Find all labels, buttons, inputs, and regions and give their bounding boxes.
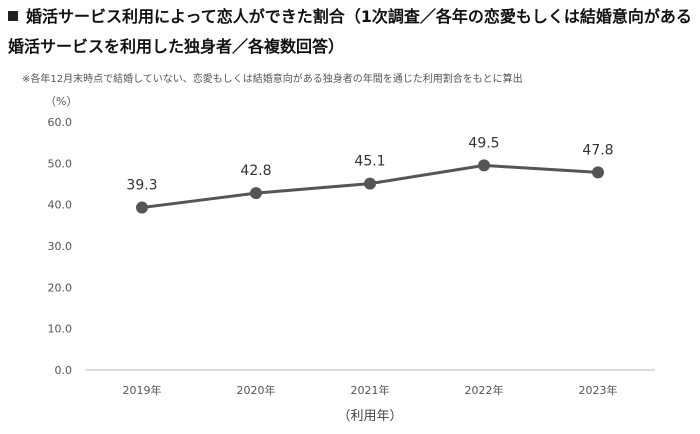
y-tick-label: 20.0 — [48, 281, 73, 294]
data-label: 47.8 — [582, 142, 613, 158]
y-axis-ticks: 0.0 10.0 20.0 30.0 40.0 50.0 60.0 — [48, 116, 73, 377]
y-axis-label: （%） — [45, 95, 77, 108]
chart-title-text: 婚活サービス利用によって恋人ができた割合（1次調査／各年の恋愛もしくは結婚意向が… — [8, 7, 692, 56]
data-point — [136, 201, 148, 214]
data-label: 45.1 — [354, 154, 385, 170]
y-tick-label: 30.0 — [48, 240, 73, 253]
x-tick-label: 2023年 — [579, 383, 618, 397]
data-point — [364, 177, 376, 190]
y-tick-label: 0.0 — [55, 364, 73, 377]
data-label: 49.5 — [468, 135, 499, 151]
x-tick-label: 2020年 — [237, 383, 276, 397]
data-label: 39.3 — [126, 178, 157, 194]
x-axis-ticks: 2019年 2020年 2021年 2022年 2023年 — [123, 383, 618, 397]
title-bullet-icon — [8, 11, 18, 21]
x-tick-label: 2019年 — [123, 383, 162, 397]
data-point — [592, 166, 604, 179]
y-tick-label: 10.0 — [48, 323, 73, 336]
data-label: 42.8 — [240, 163, 271, 179]
chart-subtitle: ※各年12月末時点で結婚していない、恋愛もしくは結婚意向がある独身者の年間を通じ… — [22, 74, 523, 85]
y-tick-label: 60.0 — [48, 116, 73, 129]
data-points — [136, 159, 604, 214]
data-point — [250, 187, 262, 200]
data-point — [478, 159, 490, 172]
y-tick-label: 50.0 — [48, 157, 73, 170]
x-tick-label: 2021年 — [351, 383, 390, 397]
x-axis-label: （利用年） — [337, 409, 402, 424]
chart-title: 婚活サービス利用によって恋人ができた割合（1次調査／各年の恋愛もしくは結婚意向が… — [8, 2, 692, 62]
y-tick-label: 40.0 — [48, 199, 73, 212]
data-labels: 39.3 42.8 45.1 49.5 47.8 — [126, 135, 613, 193]
x-tick-label: 2022年 — [465, 383, 504, 397]
